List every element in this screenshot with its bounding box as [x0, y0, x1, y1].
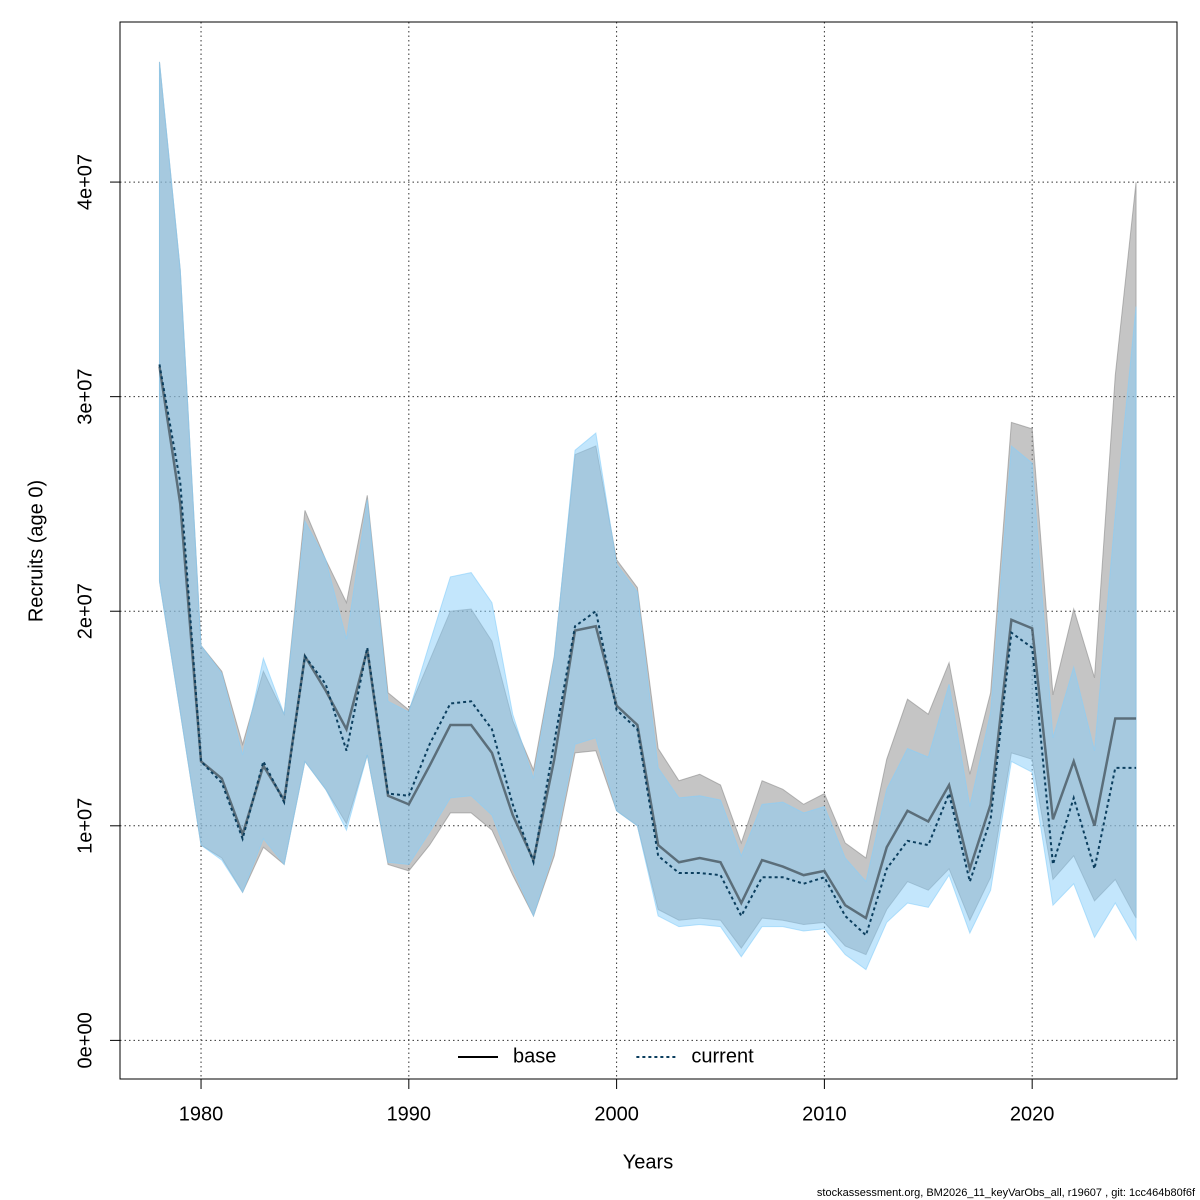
x-tick-label: 2000: [594, 1103, 639, 1125]
x-tick-label: 1990: [387, 1103, 432, 1125]
y-tick-label: 4e+07: [74, 154, 96, 210]
y-tick-label: 3e+07: [74, 369, 96, 425]
y-tick-label: 2e+07: [74, 583, 96, 639]
legend-label: current: [691, 1045, 754, 1067]
confidence-band: [158, 61, 1137, 971]
x-tick-label: 2010: [802, 1103, 847, 1125]
y-axis-label: Recruits (age 0): [25, 480, 47, 622]
y-tick-label: 0e+00: [74, 1012, 96, 1068]
x-tick-label: 1980: [179, 1103, 224, 1125]
y-tick-label: 1e+07: [74, 798, 96, 854]
footer: stockassessment.org, BM2026_11_keyVarObs…: [817, 1187, 1196, 1199]
x-tick-label: 2020: [1010, 1103, 1055, 1125]
legend-label: base: [513, 1045, 556, 1067]
x-axis-label: Years: [623, 1151, 673, 1173]
series-line: [158, 366, 1137, 920]
